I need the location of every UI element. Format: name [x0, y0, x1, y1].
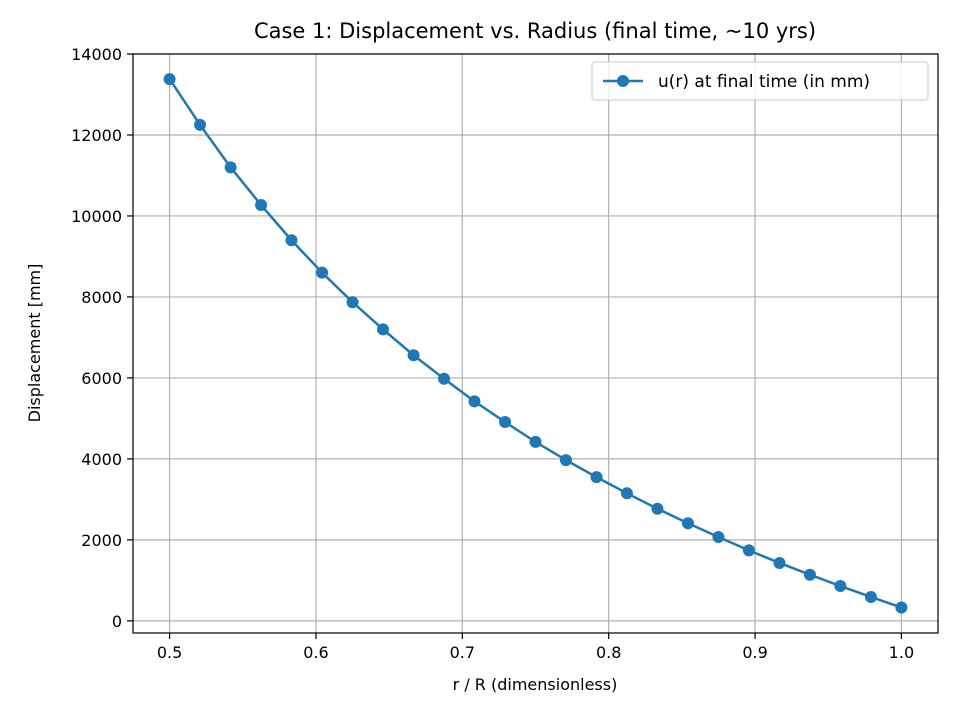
y-tick-label: 0 [112, 612, 122, 631]
data-point [194, 118, 207, 131]
x-axis-ticks: 0.5 0.6 0.7 0.8 0.9 1.0 [157, 633, 914, 662]
series-layer [163, 73, 908, 614]
y-tick-label: 2000 [81, 531, 122, 550]
data-point [712, 531, 725, 544]
data-point [438, 372, 451, 385]
legend-entry-label: u(r) at final time (in mm) [658, 72, 870, 92]
x-tick-label: 0.9 [742, 643, 767, 662]
data-point [285, 234, 298, 247]
data-point [803, 568, 816, 581]
data-point [163, 73, 176, 86]
legend: u(r) at final time (in mm) [591, 61, 929, 101]
y-tick-label: 14000 [71, 45, 122, 64]
data-point [529, 435, 542, 448]
x-tick-label: 1.0 [889, 643, 914, 662]
x-tick-label: 0.5 [157, 643, 182, 662]
y-tick-label: 6000 [81, 369, 122, 388]
data-point [255, 199, 268, 212]
data-point [620, 487, 633, 500]
x-tick-label: 0.7 [450, 643, 475, 662]
data-point [224, 161, 237, 174]
x-axis-title: r / R (dimensionless) [453, 675, 618, 694]
legend-box [591, 61, 929, 101]
data-point [407, 349, 420, 362]
plot-frame [132, 53, 939, 634]
y-tick-label: 10000 [71, 207, 122, 226]
data-point [590, 471, 603, 484]
data-point [316, 266, 329, 279]
y-axis-ticks: 0 2000 4000 6000 8000 10000 12000 14000 [71, 45, 133, 631]
data-point [773, 556, 786, 569]
data-point [682, 517, 695, 530]
data-point [499, 416, 512, 429]
data-point [742, 544, 755, 557]
x-tick-label: 0.6 [303, 643, 328, 662]
data-point [651, 502, 664, 515]
data-point [834, 580, 847, 593]
plot-area [133, 54, 938, 633]
x-tick-label: 0.8 [596, 643, 621, 662]
y-tick-label: 12000 [71, 126, 122, 145]
y-axis-title: Displacement [mm] [25, 264, 44, 423]
data-point [376, 323, 389, 336]
data-point [468, 395, 481, 408]
data-point [895, 601, 908, 614]
data-point [346, 296, 359, 309]
legend-marker-sample [617, 75, 629, 87]
y-tick-label: 4000 [81, 450, 122, 469]
y-tick-label: 8000 [81, 288, 122, 307]
chart-title: Case 1: Displacement vs. Radius (final t… [254, 19, 816, 43]
data-point [864, 590, 877, 603]
data-point [559, 454, 572, 467]
